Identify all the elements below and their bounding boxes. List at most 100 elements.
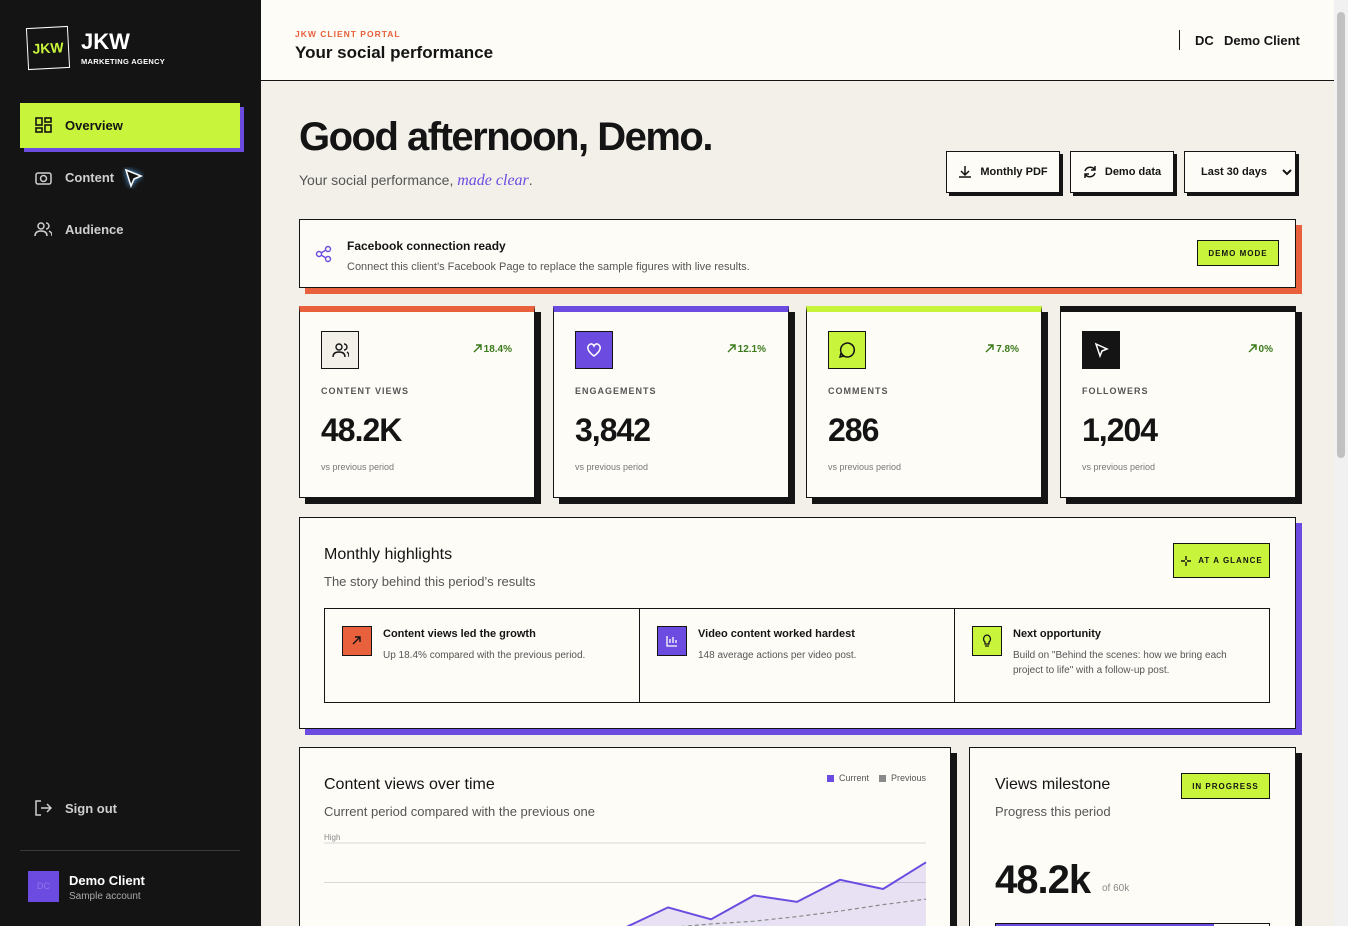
milestone-title: Views milestone bbox=[995, 776, 1111, 793]
change-value: 12.1% bbox=[737, 344, 766, 355]
stat-label: ENGAGEMENTS bbox=[575, 386, 657, 396]
scrollbar[interactable] bbox=[1334, 0, 1348, 926]
icon bbox=[34, 222, 52, 237]
stat-card: 18.4% CONTENT VIEWS 48.2K vs previous perio… bbox=[299, 306, 535, 498]
nav-label: Sign out bbox=[65, 801, 117, 816]
button-label: Demo data bbox=[1104, 166, 1162, 178]
icon bbox=[838, 342, 856, 359]
highlight-icon bbox=[342, 626, 372, 656]
sign-out[interactable]: Sign out bbox=[20, 786, 240, 831]
icon bbox=[1094, 342, 1109, 359]
greeting-subtitle: Your social performance, made clear. bbox=[299, 172, 533, 190]
stat-note: vs previous period bbox=[828, 462, 902, 472]
highlight-icon bbox=[972, 626, 1002, 656]
stat-label: COMMENTS bbox=[828, 386, 889, 396]
legend-swatch bbox=[826, 774, 834, 782]
stat-icon bbox=[1082, 331, 1120, 369]
stat-value: 1,204 bbox=[1082, 412, 1158, 448]
badge: AT A GLANCE bbox=[1173, 543, 1270, 578]
legend-label: Previous bbox=[890, 773, 926, 783]
legend-item: Previous bbox=[878, 773, 926, 783]
stat-card: 0% FOLLOWERS 1,204 vs previous period bbox=[1060, 306, 1296, 498]
highlight-title: Video content worked hardest bbox=[698, 628, 855, 640]
text: . bbox=[528, 172, 533, 188]
demo-button[interactable]: Demo data bbox=[1070, 151, 1174, 193]
text: Your social performance, bbox=[299, 172, 458, 188]
highlight-title: Next opportunity bbox=[1013, 628, 1101, 640]
stat-note: vs previous period bbox=[321, 462, 395, 472]
legend-swatch bbox=[878, 774, 886, 782]
select-label: Last 30 days bbox=[1201, 166, 1268, 178]
logo: JKW bbox=[25, 25, 71, 71]
line-chart: High bbox=[324, 833, 927, 926]
stat-card: 7.8% COMMENTS 286 vs previous period bbox=[806, 306, 1042, 498]
nav-label: Content bbox=[65, 170, 115, 185]
highlight-icon bbox=[657, 626, 687, 656]
brand: JKW bbox=[81, 29, 130, 54]
highlights: Monthly highlights The story behind this… bbox=[299, 517, 1296, 729]
notice-title: Facebook connection ready bbox=[347, 239, 506, 253]
legend-label: Current bbox=[838, 773, 869, 783]
cursor bbox=[124, 168, 143, 189]
change-value: 18.4% bbox=[483, 344, 512, 355]
legend-item: Current bbox=[826, 773, 869, 783]
stat-note: vs previous period bbox=[575, 462, 649, 472]
arrow bbox=[985, 344, 994, 353]
icon bbox=[352, 636, 361, 645]
stat-change: 18.4% bbox=[473, 344, 512, 355]
highlight-list: Content views led the growth Up 18.4% com… bbox=[324, 608, 1270, 703]
stat-change: 12.1% bbox=[727, 344, 766, 355]
icon bbox=[332, 343, 349, 358]
tagline: MARKETING AGENCY bbox=[81, 57, 166, 66]
emphasis: made clear bbox=[457, 172, 529, 189]
separator bbox=[1179, 30, 1180, 50]
chart-title: Content views over time bbox=[324, 776, 495, 793]
highlights-title: Monthly highlights bbox=[324, 546, 453, 563]
area bbox=[628, 862, 926, 926]
icon bbox=[982, 634, 992, 647]
stat-change: 7.8% bbox=[985, 344, 1019, 355]
stat-value: 3,842 bbox=[575, 412, 651, 448]
eyebrow: JKW CLIENT PORTAL bbox=[295, 29, 401, 39]
notice: Facebook connection ready Connect this c… bbox=[299, 219, 1296, 288]
icon bbox=[959, 166, 972, 178]
stat-label: FOLLOWERS bbox=[1082, 386, 1149, 396]
header: JKW CLIENT PORTAL Your social performanc… bbox=[261, 0, 1334, 81]
stat-icon bbox=[828, 331, 866, 369]
milestone-value: 48.2k bbox=[995, 858, 1091, 902]
nav-audience[interactable]: Audience bbox=[20, 207, 240, 252]
header-user: Demo Client bbox=[1224, 33, 1300, 48]
badge-label: AT A GLANCE bbox=[1198, 556, 1263, 565]
highlight-text: 148 average actions per video post. bbox=[698, 650, 857, 661]
nav-label: Audience bbox=[65, 222, 124, 237]
progress-bar bbox=[996, 924, 1215, 926]
arrow bbox=[1248, 344, 1257, 353]
pdf-button[interactable]: Monthly PDF bbox=[946, 151, 1060, 193]
sidebar: JKW JKW MARKETING AGENCY Overview Conten… bbox=[0, 0, 261, 926]
nav-overview[interactable]: Overview bbox=[20, 103, 240, 148]
change-value: 0% bbox=[1258, 344, 1273, 355]
chart-card: Content views over time Current period c… bbox=[299, 747, 951, 926]
header-title: Your social performance bbox=[295, 43, 494, 62]
chevron bbox=[1282, 169, 1292, 176]
scroll-thumb[interactable] bbox=[1337, 12, 1345, 458]
milestone: Views milestone Progress this period IN … bbox=[969, 747, 1296, 926]
badge: IN PROGRESS bbox=[1181, 773, 1270, 799]
nav-label: Overview bbox=[65, 118, 123, 133]
stat-icon bbox=[575, 331, 613, 369]
user-note: Sample account bbox=[69, 891, 141, 902]
highlight: Content views led the growth Up 18.4% com… bbox=[325, 609, 639, 702]
progress-track bbox=[995, 923, 1270, 926]
range-select[interactable]: Last 30 days bbox=[1184, 151, 1296, 193]
header-initials: DC bbox=[1195, 33, 1214, 48]
icon bbox=[35, 800, 52, 816]
stat-value: 48.2K bbox=[321, 412, 402, 448]
icon bbox=[1084, 166, 1096, 178]
icon bbox=[35, 172, 52, 185]
icon bbox=[666, 636, 677, 647]
nav-content[interactable]: Content bbox=[20, 155, 240, 200]
stat-change: 0% bbox=[1248, 344, 1273, 355]
highlight: Next opportunity Build on "Behind the sce… bbox=[954, 609, 1269, 702]
highlights-subtitle: The story behind this period’s results bbox=[324, 574, 536, 589]
